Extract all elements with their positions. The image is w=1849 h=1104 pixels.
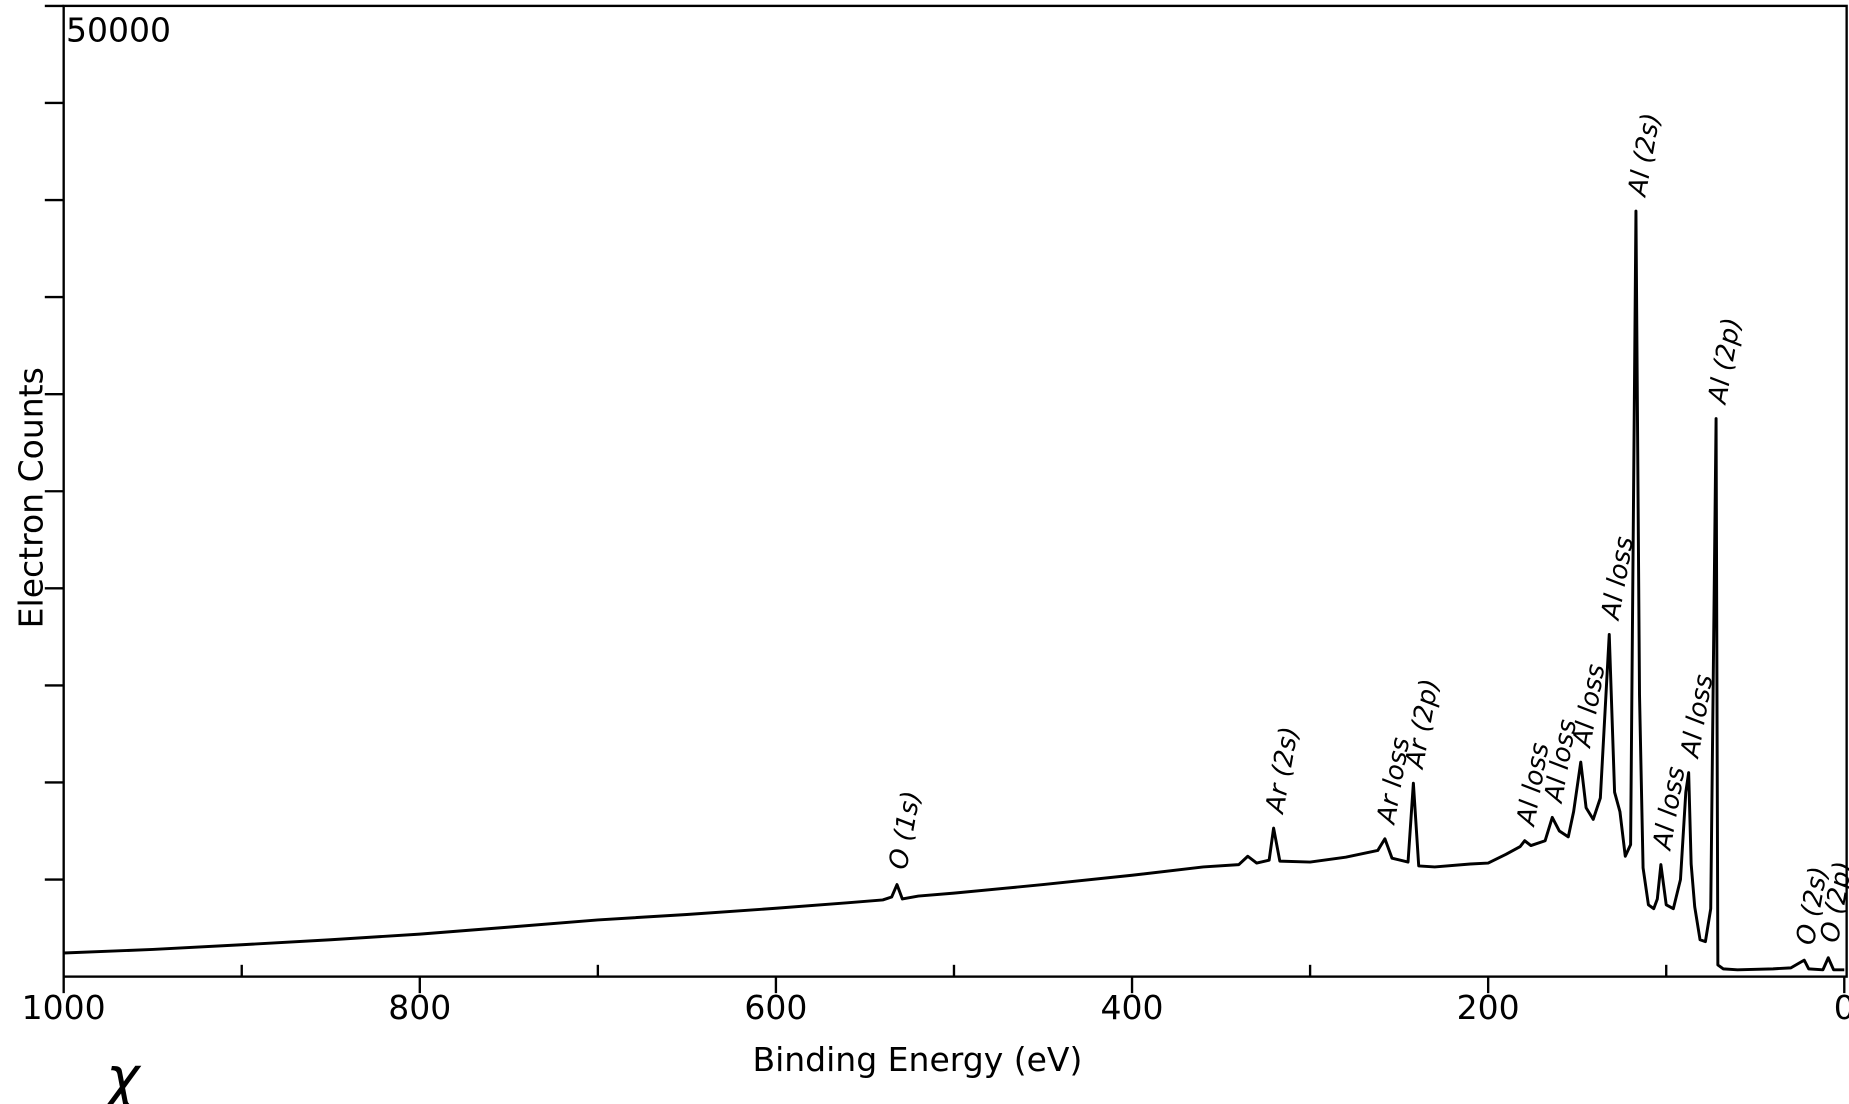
x-tick-label: 0 (1834, 988, 1849, 1027)
peak-annotation: Al (2s) (1622, 111, 1666, 200)
y-axis-label: Electron Counts (11, 367, 50, 628)
peak-annotation: Al (2p) (1703, 315, 1748, 407)
peak-annotation: O (1s) (884, 789, 927, 872)
peak-annotation: Ar (2s) (1260, 724, 1305, 817)
x-axis-label: Binding Energy (eV) (752, 1040, 1082, 1079)
y-tick-label: 50000 (66, 10, 171, 49)
corner-symbol: χ (103, 1045, 142, 1104)
peak-annotation: Ar (2p) (1400, 677, 1445, 773)
x-tick-label: 800 (388, 988, 451, 1027)
x-tick-label: 600 (744, 988, 807, 1027)
plot-frame (62, 4, 1848, 978)
x-tick-label: 1000 (22, 988, 106, 1027)
x-tick-label: 200 (1457, 988, 1520, 1027)
x-tick-label: 400 (1101, 988, 1164, 1027)
spectrum-line (63, 209, 1845, 972)
